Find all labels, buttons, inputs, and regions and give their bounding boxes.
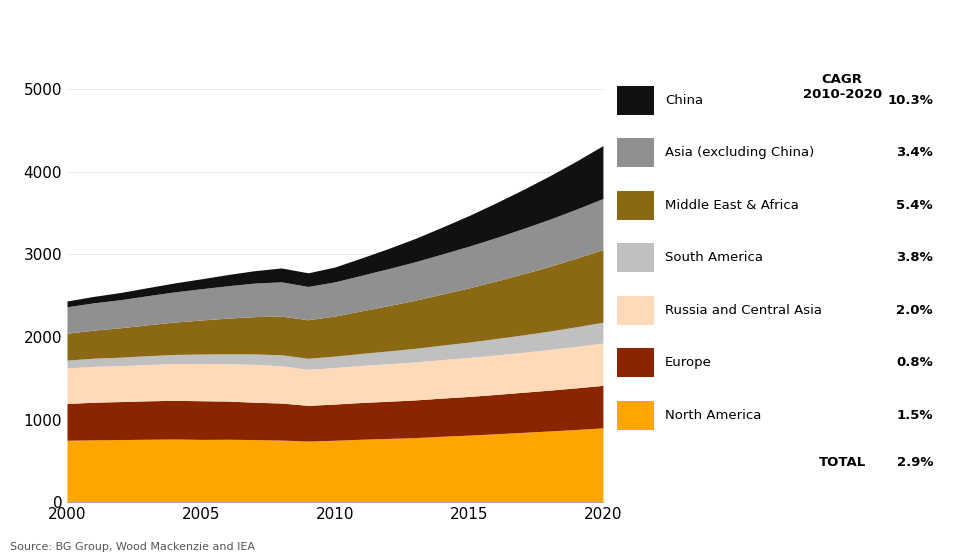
- Text: 0.8%: 0.8%: [897, 356, 933, 369]
- Text: Middle East & Africa: Middle East & Africa: [665, 199, 799, 212]
- Text: CAGR
2010-2020: CAGR 2010-2020: [803, 73, 881, 100]
- Text: 2.9%: 2.9%: [897, 455, 933, 469]
- Text: 3.8%: 3.8%: [897, 251, 933, 264]
- Text: China: China: [665, 94, 703, 107]
- Text: 2.0%: 2.0%: [897, 304, 933, 317]
- Text: Europe: Europe: [665, 356, 712, 369]
- Text: 1.5%: 1.5%: [897, 408, 933, 422]
- Text: TOTAL: TOTAL: [819, 455, 866, 469]
- Text: World gas demand (bcma): World gas demand (bcma): [314, 23, 643, 44]
- Text: 5.4%: 5.4%: [897, 199, 933, 212]
- Text: 3.4%: 3.4%: [897, 146, 933, 160]
- Text: Source: BG Group, Wood Mackenzie and IEA: Source: BG Group, Wood Mackenzie and IEA: [10, 542, 255, 552]
- Text: North America: North America: [665, 408, 762, 422]
- Text: Asia (excluding China): Asia (excluding China): [665, 146, 814, 160]
- Text: South America: South America: [665, 251, 763, 264]
- Text: 10.3%: 10.3%: [887, 94, 933, 107]
- Text: Russia and Central Asia: Russia and Central Asia: [665, 304, 822, 317]
